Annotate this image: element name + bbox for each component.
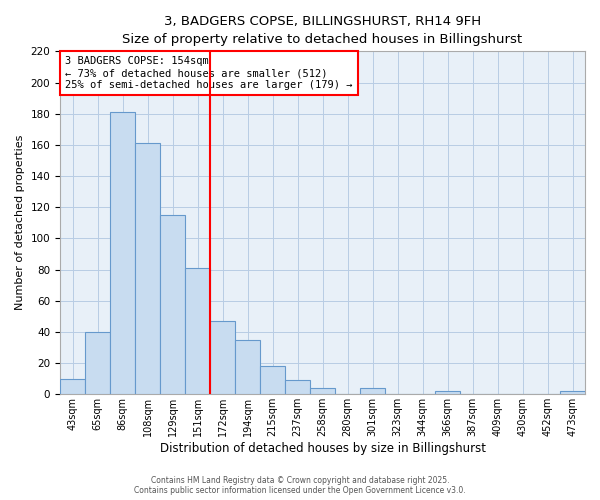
Bar [185, 268, 210, 394]
Bar [60, 378, 85, 394]
Y-axis label: Number of detached properties: Number of detached properties [15, 135, 25, 310]
Bar [235, 340, 260, 394]
Text: 3 BADGERS COPSE: 154sqm
← 73% of detached houses are smaller (512)
25% of semi-d: 3 BADGERS COPSE: 154sqm ← 73% of detache… [65, 56, 353, 90]
Text: Contains HM Land Registry data © Crown copyright and database right 2025.
Contai: Contains HM Land Registry data © Crown c… [134, 476, 466, 495]
Bar [360, 388, 385, 394]
Bar [260, 366, 285, 394]
Bar [285, 380, 310, 394]
Title: 3, BADGERS COPSE, BILLINGSHURST, RH14 9FH
Size of property relative to detached : 3, BADGERS COPSE, BILLINGSHURST, RH14 9F… [122, 15, 523, 46]
Bar [435, 391, 460, 394]
X-axis label: Distribution of detached houses by size in Billingshurst: Distribution of detached houses by size … [160, 442, 485, 455]
Bar [310, 388, 335, 394]
Bar [210, 321, 235, 394]
Bar [560, 391, 585, 394]
Bar [135, 144, 160, 394]
Bar [160, 215, 185, 394]
Bar [85, 332, 110, 394]
Bar [110, 112, 135, 395]
